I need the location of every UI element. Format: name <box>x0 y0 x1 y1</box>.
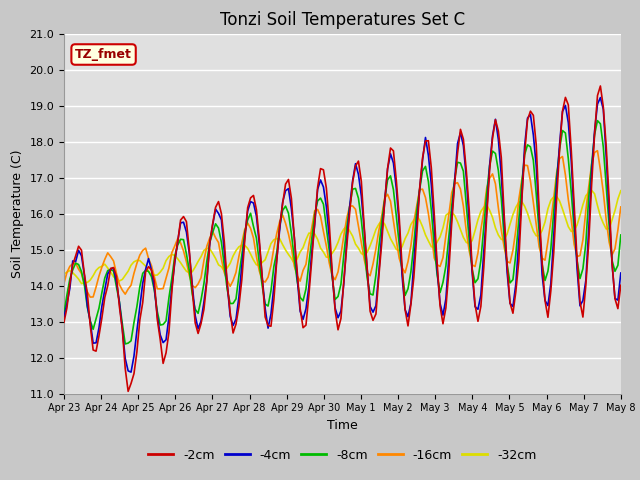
Title: Tonzi Soil Temperatures Set C: Tonzi Soil Temperatures Set C <box>220 11 465 29</box>
X-axis label: Time: Time <box>327 419 358 432</box>
Legend: -2cm, -4cm, -8cm, -16cm, -32cm: -2cm, -4cm, -8cm, -16cm, -32cm <box>143 444 541 467</box>
Y-axis label: Soil Temperature (C): Soil Temperature (C) <box>11 149 24 278</box>
Text: TZ_fmet: TZ_fmet <box>75 48 132 61</box>
